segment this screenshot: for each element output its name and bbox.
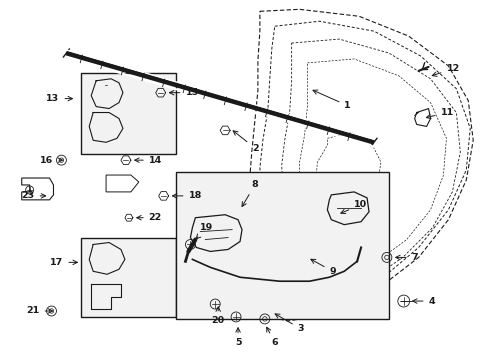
Text: 19: 19	[196, 223, 213, 239]
Text: 12: 12	[431, 64, 459, 76]
Text: 16: 16	[40, 156, 62, 165]
Text: 18: 18	[172, 192, 202, 201]
Bar	[96, 130, 111, 140]
Text: 17: 17	[50, 258, 77, 267]
Text: 9: 9	[310, 259, 335, 276]
Bar	[175, 172, 388, 319]
Text: 7: 7	[395, 253, 417, 262]
Text: 11: 11	[426, 108, 453, 119]
Text: 1: 1	[312, 90, 350, 110]
Text: 20: 20	[211, 307, 224, 325]
Text: 5: 5	[234, 328, 241, 347]
Text: 6: 6	[266, 327, 278, 347]
Text: 13: 13	[46, 94, 72, 103]
Text: 15: 15	[169, 88, 198, 97]
Bar	[81, 73, 175, 154]
Text: 8: 8	[242, 180, 258, 206]
Text: 4: 4	[412, 297, 434, 306]
Text: 10: 10	[340, 200, 366, 213]
Text: 22: 22	[137, 213, 162, 222]
Text: 21: 21	[26, 306, 53, 315]
Text: 2: 2	[233, 131, 258, 153]
Text: 14: 14	[135, 156, 162, 165]
Bar	[81, 238, 175, 317]
Text: 3: 3	[275, 314, 304, 333]
Text: 23: 23	[21, 192, 45, 201]
